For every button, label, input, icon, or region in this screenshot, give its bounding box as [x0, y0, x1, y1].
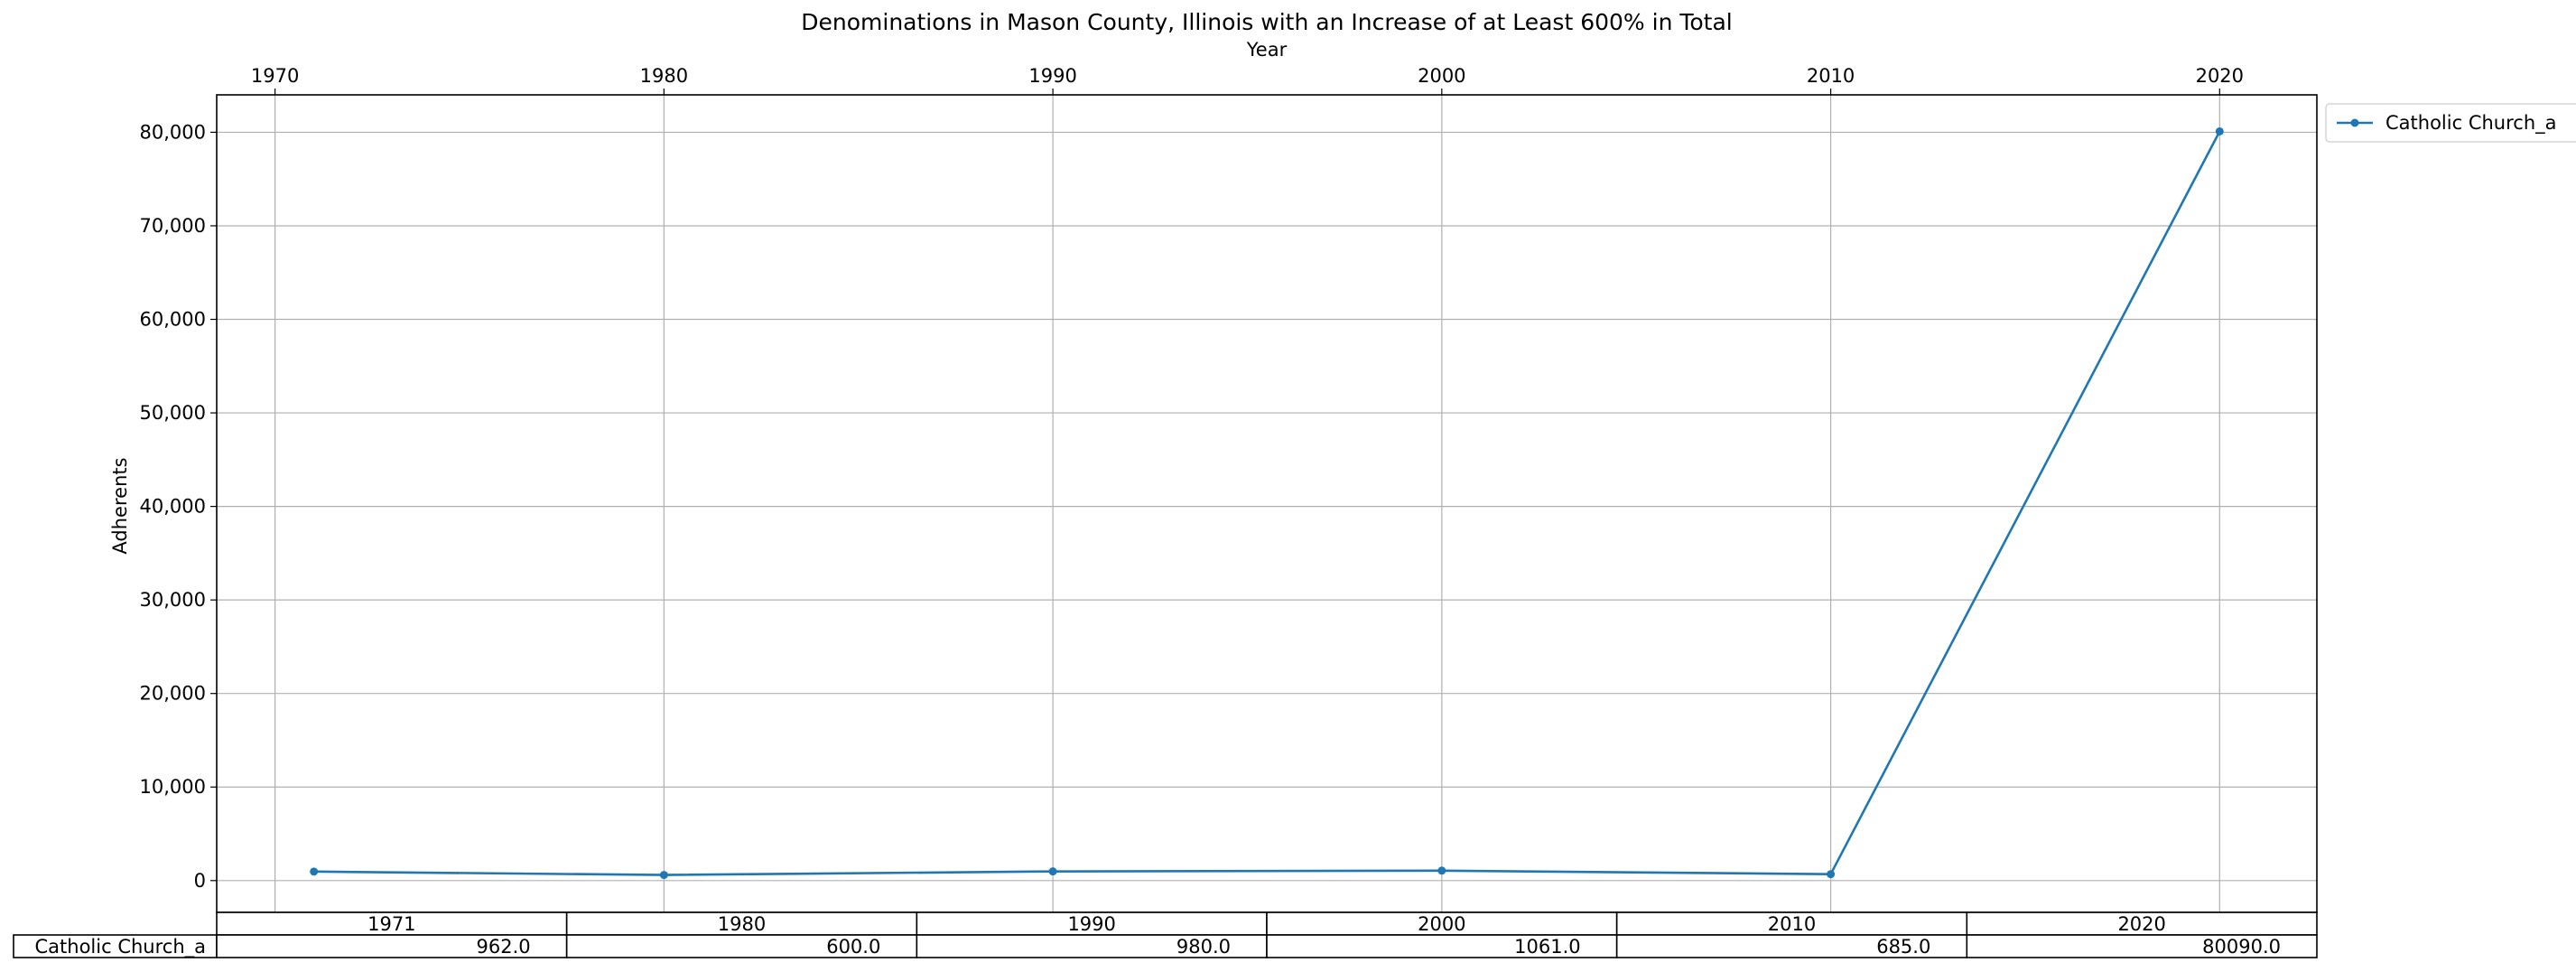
axis-ticks: 1970 1980 1990 2000 2010 2020 0 10,000 20,000 30,…	[140, 65, 2245, 892]
data-point	[310, 867, 319, 876]
table-row-label: Catholic Church_a	[35, 936, 207, 958]
table-cell-value: 685.0	[1876, 936, 1930, 958]
legend-label: Catholic Church_a	[2385, 112, 2557, 135]
table-cell	[1966, 934, 2318, 958]
table-column-header: 1971	[367, 913, 415, 935]
table-header-cell	[565, 911, 918, 936]
data-point	[1048, 867, 1057, 876]
table-cell-value: 980.0	[1176, 936, 1231, 958]
x-axis-title: Year	[1246, 39, 1288, 61]
x-tick-label: 1990	[1028, 65, 1076, 87]
data-point	[2215, 126, 2224, 136]
chart-title: Denominations in Mason County, Illinois …	[801, 9, 1733, 35]
x-tick-label: 2020	[2196, 65, 2244, 87]
table-cell-value: 962.0	[477, 936, 531, 958]
y-tick-label: 10,000	[140, 776, 206, 798]
y-tick-label: 60,000	[140, 309, 206, 331]
table-cell-value: 80090.0	[2202, 936, 2281, 958]
y-tick-label: 70,000	[140, 215, 206, 237]
table-column-header: 1980	[718, 913, 766, 935]
table-column-header: 2020	[2117, 913, 2165, 935]
table-cell-value: 1061.0	[1514, 936, 1580, 958]
data-point	[1437, 866, 1446, 875]
series-lines	[310, 126, 2224, 880]
y-tick-label: 0	[194, 870, 206, 892]
table-cell-value: 600.0	[826, 936, 880, 958]
series-line	[313, 130, 2221, 876]
y-tick-label: 40,000	[140, 496, 206, 518]
table-cell	[1266, 934, 1618, 958]
table-header-cell	[1615, 911, 1968, 936]
y-tick-label: 50,000	[140, 402, 206, 424]
grid-lines	[217, 95, 2317, 912]
x-tick-label: 1980	[640, 65, 688, 87]
data-table: 1971 1980 1990 2000 2010 2020 Catholic Church_…	[13, 911, 2318, 958]
table-column-header: 1990	[1067, 913, 1115, 935]
legend-marker	[2350, 118, 2359, 127]
x-tick-label: 2000	[1418, 65, 1465, 87]
legend-box	[2325, 103, 2576, 143]
y-tick-label: 80,000	[140, 121, 206, 143]
legend: Catholic Church_a	[2325, 103, 2576, 143]
table-column-header: 2010	[1768, 913, 1816, 935]
y-tick-label: 20,000	[140, 683, 206, 705]
x-tick-label: 2010	[1807, 65, 1855, 87]
data-point	[1827, 870, 1836, 879]
table-column-header: 2000	[1418, 913, 1465, 935]
y-axis-title: Adherents	[109, 457, 131, 554]
table-header-cell	[1266, 911, 1618, 936]
table-cell	[1615, 934, 1968, 958]
plot-frame	[216, 94, 2318, 913]
data-point	[659, 871, 668, 880]
y-tick-label: 30,000	[140, 589, 206, 611]
table-cell	[216, 934, 568, 958]
table-cell	[565, 934, 918, 958]
x-tick-label: 1970	[251, 65, 299, 87]
table-cell	[916, 934, 1268, 958]
